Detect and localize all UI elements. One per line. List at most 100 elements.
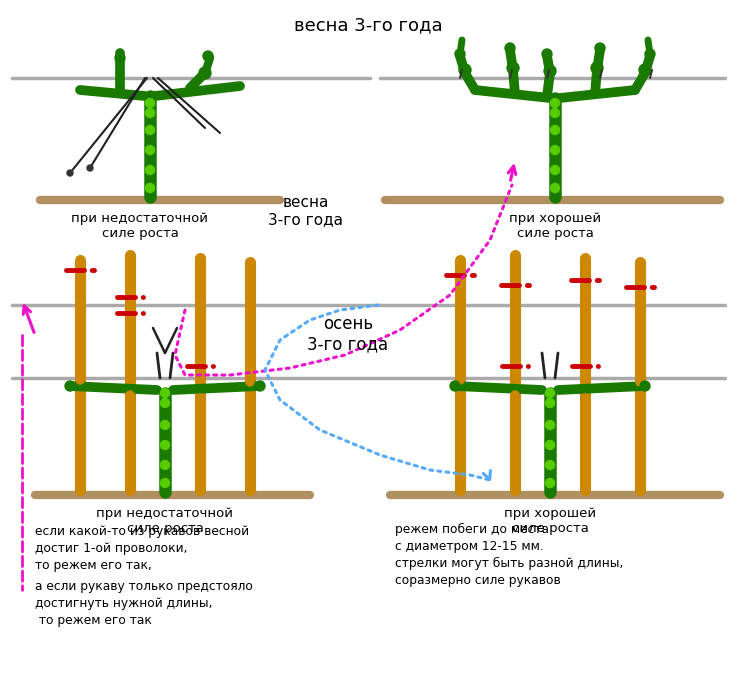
Circle shape [511,371,519,379]
Circle shape [581,274,589,282]
Circle shape [645,49,655,59]
Circle shape [196,454,204,462]
Circle shape [551,165,559,175]
Text: если какой-то из рукавов весной
достиг 1-ой проволоки,
то режем его так,: если какой-то из рукавов весной достиг 1… [35,525,249,572]
Circle shape [581,474,589,482]
Circle shape [255,381,265,391]
Circle shape [161,479,170,487]
Circle shape [511,311,519,319]
Circle shape [87,165,93,171]
Circle shape [455,49,465,59]
Circle shape [67,170,73,176]
Circle shape [196,414,204,422]
Circle shape [126,311,134,319]
Circle shape [145,183,155,192]
Circle shape [246,478,254,486]
Text: при хорошей
силе роста: при хорошей силе роста [509,212,601,240]
Circle shape [456,476,464,484]
Circle shape [246,358,254,366]
Circle shape [76,416,84,424]
Circle shape [161,389,170,397]
Circle shape [511,451,519,459]
Text: весна 3-го года: весна 3-го года [293,16,442,34]
Circle shape [456,316,464,324]
Circle shape [76,296,84,304]
Circle shape [545,441,554,450]
Circle shape [246,318,254,326]
Circle shape [511,351,519,359]
Text: при хорошей
силе роста: при хорошей силе роста [504,507,596,535]
Circle shape [76,436,84,444]
Circle shape [591,62,603,74]
Circle shape [511,431,519,439]
Circle shape [544,65,556,77]
Circle shape [199,67,211,79]
Circle shape [126,431,134,439]
Text: при недостаточной
силе роста: при недостаточной силе роста [97,507,234,535]
Circle shape [639,64,651,76]
Circle shape [581,394,589,402]
Circle shape [456,436,464,444]
Circle shape [65,381,75,391]
Circle shape [636,438,644,446]
Circle shape [203,51,213,61]
Circle shape [636,298,644,306]
Circle shape [581,354,589,362]
Circle shape [636,318,644,326]
Circle shape [126,371,134,379]
Circle shape [581,454,589,462]
Circle shape [76,336,84,344]
Circle shape [456,456,464,464]
Circle shape [551,146,559,154]
Circle shape [636,458,644,466]
Circle shape [246,418,254,426]
Circle shape [636,278,644,286]
Circle shape [145,98,155,108]
Circle shape [246,398,254,406]
Circle shape [196,474,204,482]
Circle shape [545,479,554,487]
Circle shape [196,294,204,302]
Circle shape [456,296,464,304]
Circle shape [246,298,254,306]
Circle shape [76,356,84,364]
Text: при недостаточной
силе роста: при недостаточной силе роста [71,212,209,240]
Circle shape [161,399,170,408]
Circle shape [246,438,254,446]
Circle shape [145,125,155,135]
Circle shape [76,376,84,384]
Circle shape [511,331,519,339]
Circle shape [76,476,84,484]
Circle shape [196,374,204,382]
Circle shape [76,396,84,404]
Circle shape [636,378,644,386]
Circle shape [126,471,134,479]
Circle shape [126,451,134,459]
Circle shape [76,276,84,284]
Circle shape [511,471,519,479]
Circle shape [581,294,589,302]
Circle shape [161,420,170,429]
Circle shape [196,354,204,362]
Circle shape [126,271,134,279]
Circle shape [246,378,254,386]
Circle shape [145,165,155,175]
Circle shape [636,358,644,366]
Circle shape [76,316,84,324]
Circle shape [511,391,519,399]
Text: режем побеги до места
с диаметром 12-15 мм.
стрелки могут быть разной длины,
сор: режем побеги до места с диаметром 12-15 … [395,523,624,587]
Circle shape [636,478,644,486]
Circle shape [542,49,552,59]
Circle shape [246,278,254,286]
Circle shape [76,456,84,464]
Circle shape [640,381,650,391]
Circle shape [145,108,155,118]
Circle shape [450,381,460,391]
Circle shape [581,414,589,422]
Circle shape [595,43,605,53]
Circle shape [196,334,204,342]
Circle shape [511,291,519,299]
Circle shape [636,398,644,406]
Circle shape [505,43,515,53]
Circle shape [545,399,554,408]
